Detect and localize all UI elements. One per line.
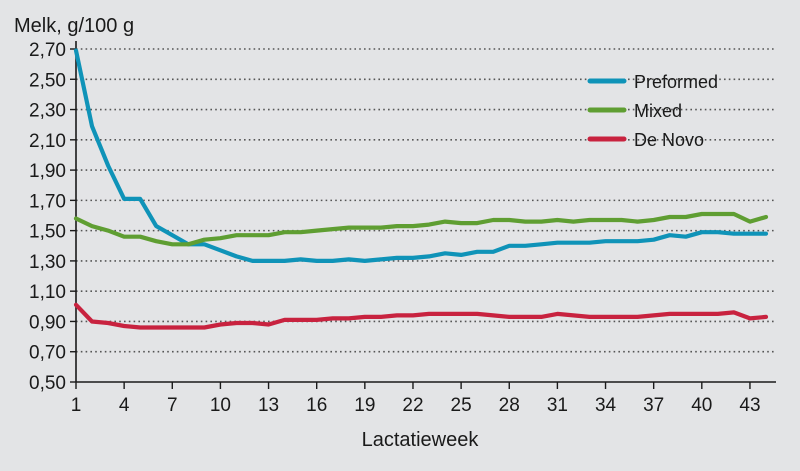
y-tick-label: 0,90 [29,312,66,333]
series-layer [73,48,769,330]
y-axis-title: Melk, g/100 g [14,15,134,37]
series-line-de-novo [73,302,769,330]
y-tick-label: 1,70 [29,191,66,212]
x-tick-label: 31 [547,395,568,416]
x-tick-label: 22 [402,395,423,416]
x-tick-label: 43 [739,395,760,416]
series-line-mixed [73,211,769,247]
x-tick-label: 1 [71,395,82,416]
legend-item-preformed: Preformed [587,72,718,92]
y-tick-label: 1,30 [29,252,66,273]
x-tick-label: 7 [167,395,178,416]
x-tick-label: 4 [119,395,130,416]
legend-label: Mixed [634,101,682,121]
x-tick-label: 19 [354,395,375,416]
y-tick-label: 1,50 [29,222,66,243]
legend-label: Preformed [634,72,718,92]
x-tick-label: 40 [691,395,712,416]
y-tick-label: 2,30 [29,101,66,122]
legend-item-mixed: Mixed [587,101,682,121]
legend-item-de-novo: De Novo [587,130,704,150]
x-tick-label: 10 [210,395,231,416]
y-tick-label: 2,50 [29,70,66,91]
x-tick-label: 25 [451,395,472,416]
y-tick-label: 2,70 [29,40,66,61]
y-tick-label: 2,10 [29,131,66,152]
y-tick-label: 0,70 [29,343,66,364]
axis-layer: 0,50 0,70 0,90 1,10 1,30 1,50 1,70 1,90 2,10 2,30… [29,40,776,416]
x-tick-label: 37 [643,395,664,416]
grid-layer [76,48,776,353]
y-tick-label: 0,50 [29,373,66,394]
legend-label: De Novo [634,130,704,150]
y-tick-label: 1,90 [29,161,66,182]
x-axis-title: Lactatieweek [362,429,480,451]
x-tick-label: 13 [258,395,279,416]
x-tick-label: 16 [306,395,327,416]
x-tick-label: 28 [499,395,520,416]
legend: Preformed Mixed De Novo [587,72,718,150]
x-tick-label: 34 [595,395,617,416]
y-tick-label: 1,10 [29,282,66,303]
